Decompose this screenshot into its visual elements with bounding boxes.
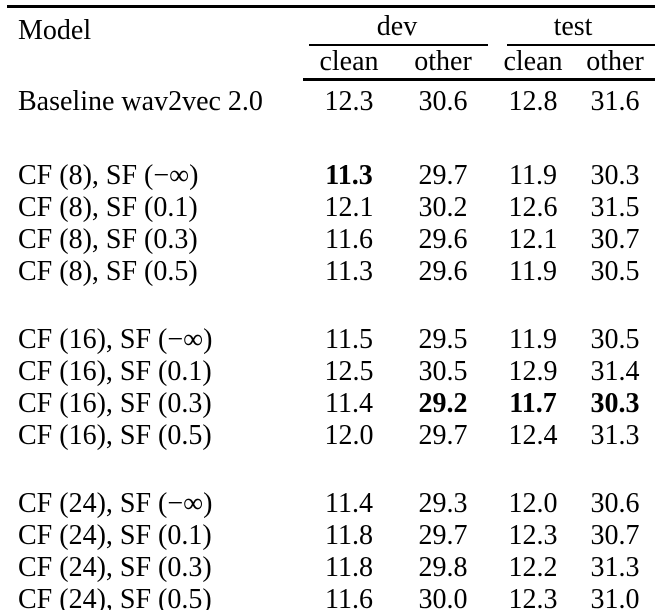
- table-row: CF (8), SF (0.3) 11.6 29.6 12.1 30.7: [7, 224, 655, 256]
- value-cell: 30.7: [590, 223, 640, 255]
- table-row: CF (16), SF (0.3) 11.4 29.2 11.7 30.3: [7, 388, 655, 420]
- value-cell: 11.8: [325, 551, 373, 583]
- dev-cmidrule: [309, 44, 488, 46]
- value-cell: 12.3: [491, 583, 575, 610]
- value-cell: 31.4: [590, 355, 640, 387]
- group-spacer-row: [7, 124, 655, 160]
- table-row: CF (16), SF (0.5) 12.0 29.7 12.4 31.3: [7, 420, 655, 452]
- test-cmidrule: [507, 44, 656, 46]
- table-row: CF (8), SF (0.5) 11.3 29.6 11.9 30.5: [7, 256, 655, 288]
- table-row: CF (24), SF (0.3) 11.8 29.8 12.2 31.3: [7, 552, 655, 584]
- value-cell: 11.4: [325, 387, 373, 419]
- table-row: CF (24), SF (−∞) 11.4 29.3 12.0 30.6: [7, 488, 655, 520]
- column-header-dev-other: other: [395, 46, 491, 81]
- value-cell: 11.9: [509, 255, 557, 287]
- value-cell: 30.3: [590, 387, 640, 419]
- model-name-cell: CF (16), SF (−∞): [18, 323, 213, 355]
- model-name-cell: CF (24), SF (0.1): [18, 519, 212, 551]
- column-header-test-clean: clean: [491, 46, 575, 81]
- value-cell: 12.1: [508, 223, 558, 255]
- value-cell: 29.6: [418, 255, 468, 287]
- model-name-cell: CF (8), SF (0.5): [18, 255, 198, 287]
- value-cell: 11.7: [509, 387, 557, 419]
- model-name-cell: CF (8), SF (0.3): [18, 223, 198, 255]
- value-cell: 30.7: [590, 519, 640, 551]
- value-cell: 29.2: [418, 387, 468, 419]
- value-cell: 30.3: [590, 159, 640, 191]
- header-sub-row: clean other clean other: [7, 46, 656, 81]
- model-name-cell: CF (24), SF (−∞): [18, 487, 213, 519]
- value-cell: 30.0: [395, 583, 491, 610]
- value-cell: 29.5: [418, 323, 468, 355]
- value-cell: 31.6: [590, 86, 640, 118]
- table-row: CF (8), SF (−∞) 11.3 29.7 11.9 30.3: [7, 160, 655, 192]
- value-cell: 29.7: [418, 519, 468, 551]
- value-cell: 11.3: [325, 159, 373, 191]
- table-row: CF (24), SF (0.1) 11.8 29.7 12.3 30.7: [7, 520, 655, 552]
- value-cell: 12.3: [508, 519, 558, 551]
- table-row: CF (24), SF (0.5) 11.6 30.0 12.3 31.0: [7, 583, 656, 610]
- value-cell: 12.5: [324, 355, 374, 387]
- value-cell: 11.6: [303, 583, 395, 610]
- value-cell: 11.8: [325, 519, 373, 551]
- value-cell: 30.5: [590, 323, 640, 355]
- table-row: Baseline wav2vec 2.0 12.3 30.6 12.8 31.6: [7, 80, 655, 124]
- value-cell: 30.2: [418, 191, 468, 223]
- value-cell: 12.0: [508, 487, 558, 519]
- model-name-cell: CF (16), SF (0.5): [18, 419, 212, 451]
- value-cell: 29.8: [418, 551, 468, 583]
- value-cell: 29.7: [418, 159, 468, 191]
- column-header-test-other: other: [575, 46, 656, 81]
- table-row: CF (16), SF (−∞) 11.5 29.5 11.9 30.5: [7, 324, 655, 356]
- model-name-cell: CF (8), SF (0.1): [18, 191, 198, 223]
- value-cell: 31.3: [590, 419, 640, 451]
- model-name-cell: Baseline wav2vec 2.0: [18, 85, 263, 117]
- value-cell: 12.9: [508, 355, 558, 387]
- value-cell: 29.7: [418, 419, 468, 451]
- column-group-dev-label: dev: [376, 11, 418, 42]
- value-cell: 12.1: [324, 191, 374, 223]
- value-cell: 11.9: [509, 323, 557, 355]
- value-cell: 30.6: [418, 86, 468, 118]
- model-name-cell: CF (16), SF (0.1): [18, 355, 212, 387]
- column-group-dev: dev: [303, 7, 491, 46]
- value-cell: 12.3: [324, 86, 374, 118]
- table-row: CF (16), SF (0.1) 12.5 30.5 12.9 31.4: [7, 356, 655, 388]
- value-cell: 11.6: [325, 223, 373, 255]
- value-cell: 30.6: [590, 487, 640, 519]
- value-cell: 31.5: [590, 191, 640, 223]
- value-cell: 11.3: [325, 255, 373, 287]
- column-group-test-label: test: [553, 11, 593, 42]
- value-cell: 31.3: [590, 551, 640, 583]
- table-body: Baseline wav2vec 2.0 12.3 30.6 12.8 31.6 CF (…: [7, 80, 656, 610]
- results-table: Model dev test clean other clean other B…: [7, 5, 656, 610]
- value-cell: 12.4: [508, 419, 558, 451]
- column-group-test: test: [491, 7, 656, 46]
- table-row: CF (8), SF (0.1) 12.1 30.2 12.6 31.5: [7, 192, 655, 224]
- value-cell: 11.9: [509, 159, 557, 191]
- value-cell: 12.6: [508, 191, 558, 223]
- value-cell: 31.0: [575, 583, 656, 610]
- column-header-model: Model: [18, 15, 92, 46]
- column-header-dev-clean: clean: [303, 46, 395, 81]
- value-cell: 30.5: [590, 255, 640, 287]
- model-name-cell: CF (8), SF (−∞): [18, 159, 199, 191]
- model-name-cell: CF (16), SF (0.3): [18, 387, 212, 419]
- value-cell: 11.4: [325, 487, 373, 519]
- model-name-cell: CF (24), SF (0.5): [7, 583, 303, 610]
- group-spacer-row: [7, 288, 655, 324]
- header-group-row: Model dev test: [7, 7, 656, 46]
- value-cell: 29.3: [418, 487, 468, 519]
- value-cell: 30.5: [418, 355, 468, 387]
- value-cell: 12.8: [508, 86, 558, 118]
- value-cell: 11.5: [325, 323, 373, 355]
- group-spacer-row: [7, 452, 655, 488]
- value-cell: 12.2: [508, 551, 558, 583]
- value-cell: 12.0: [324, 419, 374, 451]
- value-cell: 29.6: [418, 223, 468, 255]
- model-name-cell: CF (24), SF (0.3): [18, 551, 212, 583]
